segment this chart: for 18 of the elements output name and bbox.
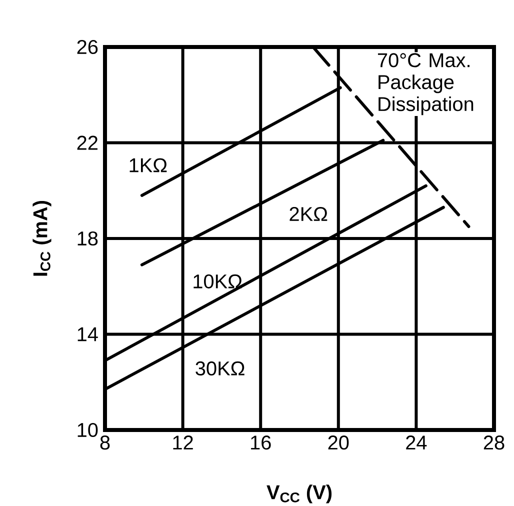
y-tick-label: 26 <box>77 40 98 54</box>
x-tick-label: 12 <box>173 436 193 450</box>
y-axis-title: I$_{CC}$ (mA) <box>32 200 52 276</box>
y-tick-label: 22 <box>77 136 98 150</box>
series-label: 10KΩ <box>194 274 242 288</box>
x-tick-label: 8 <box>100 436 110 450</box>
series-label: 1KΩ <box>130 158 167 172</box>
y-tick-label: 10 <box>78 422 98 438</box>
x-tick-label: 28 <box>484 436 504 450</box>
y-tick-label: 18 <box>78 231 98 246</box>
series-label: 2KΩ <box>290 206 328 221</box>
y-tick-label: 14 <box>78 327 98 342</box>
x-axis-title: V$_{CC}$ (V) <box>266 484 332 504</box>
series-label: 70°C Max. Package Dissipation <box>378 53 474 116</box>
x-tick-label: 16 <box>251 436 271 450</box>
series-label: 30KΩ <box>196 361 244 376</box>
x-tick-label: 24 <box>406 436 427 450</box>
x-tick-label: 20 <box>328 436 349 450</box>
